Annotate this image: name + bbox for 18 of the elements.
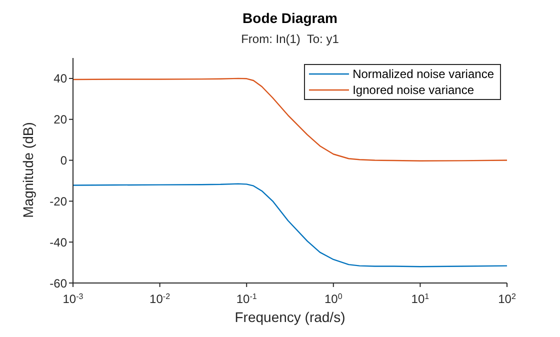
- x-tick-label: 10$^{0}$: [324, 292, 343, 306]
- x-tick-label: 10$^{-1}$: [236, 292, 258, 306]
- y-tick-label: -20: [50, 194, 68, 208]
- y-axis-title: Magnitude (dB): [20, 122, 36, 218]
- x-tick-label: 10$^{-2}$: [150, 292, 171, 306]
- y-tick-label: 40: [54, 72, 68, 86]
- y-tick-label: 0: [60, 154, 68, 168]
- y-tick-label: -60: [50, 276, 68, 290]
- chart-title: Bode Diagram: [242, 10, 338, 26]
- legend-label: Ignored noise variance: [352, 82, 474, 98]
- y-tick-label: -40: [50, 235, 68, 250]
- y-tick-label: 20: [54, 112, 68, 127]
- x-tick-label: 10$^{1}$: [411, 292, 430, 306]
- chart-subtitle: From: In(1) To: y1: [240, 32, 340, 46]
- x-axis-title: Frequency (rad/s): [234, 309, 346, 325]
- x-tick-label: 10$^{-3}$: [62, 292, 84, 306]
- legend-label: Normalized noise variance: [352, 66, 494, 82]
- x-tick-label: 10$^{2}$: [498, 292, 516, 306]
